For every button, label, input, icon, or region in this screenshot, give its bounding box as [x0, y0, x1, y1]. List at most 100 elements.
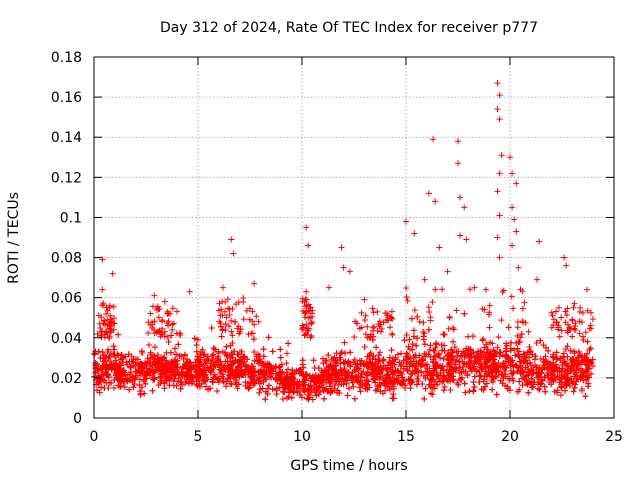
- data-point: [248, 364, 255, 371]
- data-point: [351, 356, 358, 363]
- data-point: [104, 307, 111, 314]
- data-point: [197, 354, 204, 361]
- data-point: [171, 375, 178, 382]
- data-point: [570, 304, 577, 311]
- data-point: [505, 324, 512, 331]
- data-point-peak: [507, 154, 513, 161]
- data-point: [507, 347, 514, 354]
- data-point: [358, 381, 365, 388]
- data-point: [182, 379, 189, 386]
- data-point: [349, 369, 356, 376]
- data-point: [283, 375, 290, 382]
- data-point: [528, 362, 535, 369]
- data-point: [253, 313, 260, 320]
- data-point: [300, 324, 307, 331]
- data-point: [306, 394, 313, 401]
- data-point: [262, 396, 269, 403]
- data-point: [268, 374, 275, 381]
- data-point: [427, 314, 434, 321]
- data-point: [105, 355, 112, 362]
- data-point: [221, 308, 228, 315]
- data-point: [456, 364, 463, 371]
- data-point: [454, 380, 461, 387]
- data-point: [566, 325, 573, 332]
- data-point: [151, 353, 158, 360]
- data-point: [526, 343, 533, 350]
- data-point: [128, 358, 135, 365]
- data-point-peak: [340, 264, 347, 271]
- data-point: [187, 359, 194, 366]
- data-point: [390, 355, 397, 362]
- data-point: [346, 385, 353, 392]
- data-point: [277, 368, 284, 375]
- data-point: [223, 352, 230, 359]
- data-point: [480, 336, 487, 343]
- data-point: [229, 354, 236, 361]
- data-point-peak: [563, 262, 570, 269]
- data-point: [579, 373, 586, 380]
- data-point: [251, 349, 258, 356]
- data-point: [514, 332, 521, 339]
- data-point: [483, 349, 490, 356]
- data-point: [565, 377, 572, 384]
- data-point: [114, 350, 121, 357]
- data-point: [508, 367, 515, 374]
- data-point: [534, 374, 541, 381]
- data-point: [386, 324, 393, 331]
- data-point: [400, 357, 407, 364]
- data-point: [291, 368, 298, 375]
- data-point: [420, 372, 427, 379]
- data-point: [201, 372, 208, 379]
- data-point: [550, 322, 557, 329]
- data-point: [105, 374, 112, 381]
- data-point: [278, 361, 285, 368]
- data-point: [401, 337, 408, 344]
- data-point: [385, 366, 392, 373]
- data-point: [412, 363, 419, 370]
- data-point-peak: [436, 244, 443, 251]
- data-point: [579, 387, 586, 394]
- data-point: [305, 307, 312, 314]
- data-point: [139, 350, 146, 357]
- data-point: [450, 377, 457, 384]
- data-point: [302, 331, 309, 338]
- data-point: [108, 364, 115, 371]
- data-point: [344, 392, 351, 399]
- data-point: [416, 352, 423, 359]
- data-point: [377, 364, 384, 371]
- data-point: [536, 386, 543, 393]
- data-point: [447, 370, 454, 377]
- data-point: [369, 305, 376, 312]
- data-point: [334, 387, 341, 394]
- data-point: [371, 376, 378, 383]
- data-point: [545, 358, 552, 365]
- data-point: [477, 348, 484, 355]
- data-point-peak: [346, 268, 353, 275]
- data-point: [198, 380, 205, 387]
- data-point: [426, 346, 433, 353]
- data-point: [170, 360, 177, 367]
- data-point: [584, 307, 591, 314]
- data-point: [387, 386, 394, 393]
- data-point: [315, 373, 322, 380]
- data-point: [502, 345, 509, 352]
- data-point: [584, 338, 591, 345]
- data-point: [542, 353, 549, 360]
- data-point: [486, 309, 493, 316]
- data-point: [390, 385, 397, 392]
- data-point: [227, 371, 234, 378]
- data-point: [525, 368, 532, 375]
- data-point: [427, 390, 434, 397]
- data-point: [193, 373, 200, 380]
- data-point: [374, 383, 381, 390]
- data-point: [299, 357, 306, 364]
- data-point-peak: [471, 284, 478, 291]
- data-point: [340, 381, 347, 388]
- data-point: [142, 380, 149, 387]
- data-point: [410, 327, 417, 334]
- data-point: [289, 373, 296, 380]
- data-point: [448, 346, 455, 353]
- data-point-peak: [583, 286, 590, 293]
- data-point: [98, 334, 105, 341]
- data-point: [440, 387, 447, 394]
